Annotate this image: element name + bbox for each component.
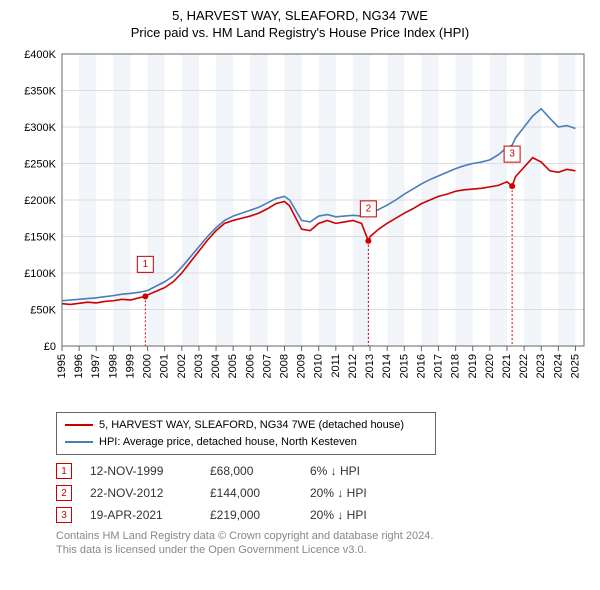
svg-text:2023: 2023 <box>535 354 547 378</box>
svg-text:2006: 2006 <box>244 354 256 378</box>
event-table: 1 12-NOV-1999 £68,000 6% ↓ HPI 2 22-NOV-… <box>56 463 588 523</box>
svg-text:2019: 2019 <box>467 354 479 378</box>
event-delta: 6% ↓ HPI <box>310 464 430 478</box>
svg-text:2021: 2021 <box>501 354 513 378</box>
event-price: £219,000 <box>210 508 310 522</box>
footer-line: Contains HM Land Registry data © Crown c… <box>56 529 588 543</box>
event-date: 19-APR-2021 <box>90 508 210 522</box>
svg-text:1: 1 <box>143 259 149 270</box>
svg-text:£200K: £200K <box>24 195 56 207</box>
legend-swatch <box>65 441 93 443</box>
svg-text:1996: 1996 <box>73 354 85 378</box>
svg-text:£0: £0 <box>44 341 56 353</box>
svg-text:£350K: £350K <box>24 86 56 98</box>
chart-plot-area: £0 £50K £100K £150K £200K £250K £300K £350K £400… <box>12 46 588 406</box>
svg-text:2013: 2013 <box>364 354 376 378</box>
svg-text:2016: 2016 <box>415 354 427 378</box>
legend-swatch <box>65 424 93 426</box>
chart-title: 5, HARVEST WAY, SLEAFORD, NG34 7WE <box>12 8 588 23</box>
event-marker-icon: 1 <box>56 463 72 479</box>
event-delta: 20% ↓ HPI <box>310 486 430 500</box>
event-date: 22-NOV-2012 <box>90 486 210 500</box>
svg-text:2002: 2002 <box>176 354 188 378</box>
svg-text:2015: 2015 <box>398 354 410 378</box>
event-marker-icon: 3 <box>56 507 72 523</box>
svg-text:2008: 2008 <box>278 354 290 378</box>
event-marker-icon: 2 <box>56 485 72 501</box>
svg-text:2025: 2025 <box>569 354 581 378</box>
event-row: 3 19-APR-2021 £219,000 20% ↓ HPI <box>56 507 588 523</box>
svg-text:1998: 1998 <box>107 354 119 378</box>
svg-text:2007: 2007 <box>261 354 273 378</box>
svg-text:2000: 2000 <box>142 354 154 378</box>
svg-text:£50K: £50K <box>30 305 56 317</box>
line-chart-svg: £0 £50K £100K £150K £200K £250K £300K £350K £400… <box>12 46 588 406</box>
svg-text:2024: 2024 <box>552 354 564 378</box>
legend-item: HPI: Average price, detached house, Nort… <box>65 434 427 451</box>
svg-text:£100K: £100K <box>24 268 56 280</box>
svg-text:2014: 2014 <box>381 354 393 378</box>
chart-subtitle: Price paid vs. HM Land Registry's House … <box>12 25 588 40</box>
footer-line: This data is licensed under the Open Gov… <box>56 543 588 557</box>
legend-label: HPI: Average price, detached house, Nort… <box>99 434 357 451</box>
attribution-footer: Contains HM Land Registry data © Crown c… <box>56 529 588 558</box>
legend-item: 5, HARVEST WAY, SLEAFORD, NG34 7WE (deta… <box>65 417 427 434</box>
event-price: £144,000 <box>210 486 310 500</box>
svg-text:2022: 2022 <box>518 354 530 378</box>
svg-text:£250K: £250K <box>24 159 56 171</box>
event-row: 1 12-NOV-1999 £68,000 6% ↓ HPI <box>56 463 588 479</box>
event-row: 2 22-NOV-2012 £144,000 20% ↓ HPI <box>56 485 588 501</box>
svg-text:2018: 2018 <box>450 354 462 378</box>
svg-text:2005: 2005 <box>227 354 239 378</box>
svg-text:1997: 1997 <box>90 354 102 378</box>
svg-text:2020: 2020 <box>484 354 496 378</box>
svg-text:1995: 1995 <box>56 354 68 378</box>
svg-text:2009: 2009 <box>296 354 308 378</box>
svg-text:2011: 2011 <box>330 354 342 378</box>
svg-text:£400K: £400K <box>24 49 56 61</box>
svg-text:£150K: £150K <box>24 232 56 244</box>
event-price: £68,000 <box>210 464 310 478</box>
legend: 5, HARVEST WAY, SLEAFORD, NG34 7WE (deta… <box>56 412 436 455</box>
svg-text:2003: 2003 <box>193 354 205 378</box>
svg-text:2001: 2001 <box>159 354 171 378</box>
legend-label: 5, HARVEST WAY, SLEAFORD, NG34 7WE (deta… <box>99 417 404 434</box>
svg-text:3: 3 <box>509 149 515 160</box>
svg-text:2017: 2017 <box>433 354 445 378</box>
svg-text:2010: 2010 <box>313 354 325 378</box>
svg-text:2004: 2004 <box>210 354 222 378</box>
svg-text:£300K: £300K <box>24 122 56 134</box>
svg-text:1999: 1999 <box>124 354 136 378</box>
event-delta: 20% ↓ HPI <box>310 508 430 522</box>
svg-text:2: 2 <box>366 203 372 214</box>
chart-container: 5, HARVEST WAY, SLEAFORD, NG34 7WE Price… <box>0 0 600 566</box>
event-date: 12-NOV-1999 <box>90 464 210 478</box>
svg-text:2012: 2012 <box>347 354 359 378</box>
